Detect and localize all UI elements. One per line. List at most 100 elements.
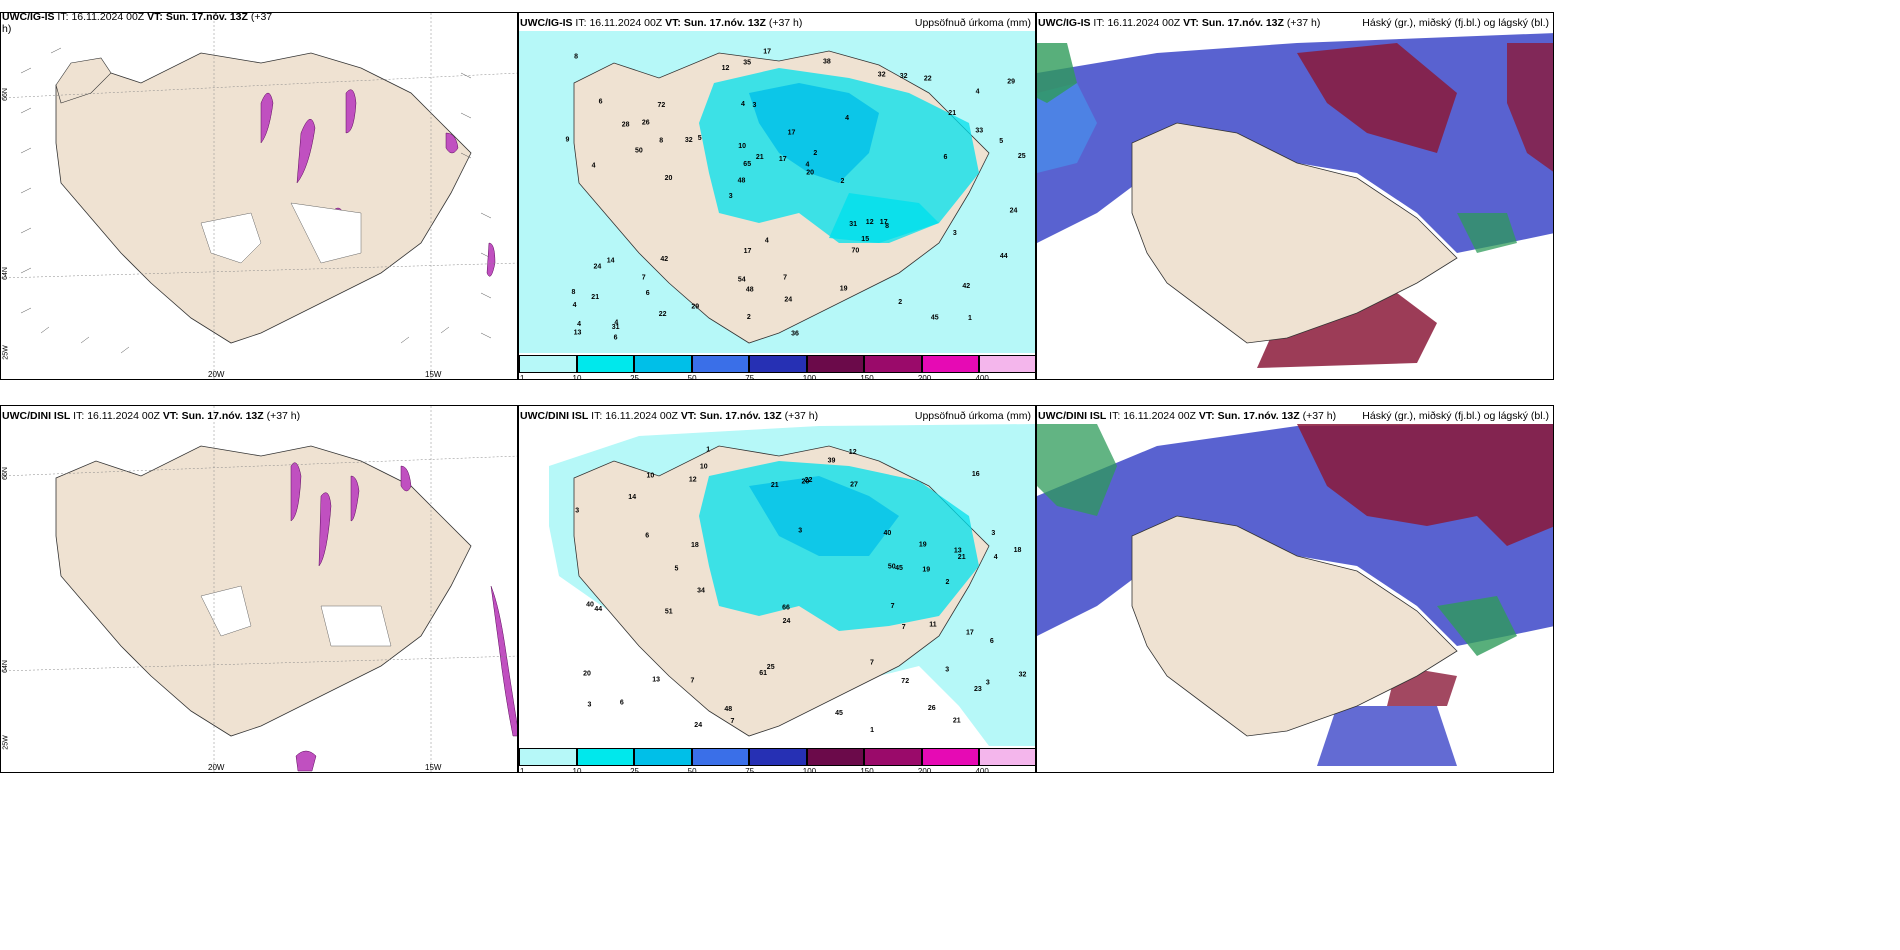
precip-value-label: 42 <box>660 256 668 263</box>
colorbar-bot: 1 10 25 50 75 100 150 200 400 <box>519 748 1035 772</box>
precip-value-label: 7 <box>870 659 874 666</box>
colorbar-tick-label: 100 <box>802 767 817 773</box>
precip-value-label: 65 <box>743 161 751 168</box>
colorbar-tick-label: 400 <box>975 767 989 773</box>
precip-value-label: 6 <box>620 700 624 707</box>
it-label: IT: <box>73 410 85 422</box>
precip-value-label: 42 <box>962 283 970 290</box>
precip-value-label: 45 <box>895 565 903 572</box>
lead-time: (+37 h) <box>266 410 301 422</box>
it-value: 16.11.2024 00Z <box>1123 410 1196 422</box>
precip-value-label: 70 <box>852 247 860 254</box>
precip-value-label: 19 <box>919 541 927 548</box>
precip-value-label: 4 <box>741 101 745 108</box>
precip-value-label: 4 <box>573 302 577 309</box>
precip-value-label: 72 <box>901 678 909 685</box>
colorbar-segment <box>864 748 922 766</box>
lead-time: (+37 h) <box>1286 17 1321 29</box>
colorbar-segment <box>749 355 807 373</box>
precip-value-label: 31 <box>849 221 857 228</box>
precip-value-label: 4 <box>976 88 980 95</box>
lon-label-15w: 15W <box>425 763 442 772</box>
colorbar-tick-label: 25 <box>630 374 640 380</box>
vt-label: VT: <box>147 12 163 23</box>
precip-value-label: 6 <box>645 532 649 539</box>
colorbar-tick-label: 25 <box>630 767 640 773</box>
precip-value-label: 44 <box>1000 253 1008 260</box>
precip-value-label: 6 <box>646 290 650 297</box>
precip-value-label: 18 <box>1014 547 1022 554</box>
precip-map-bot: 3333310137166432720142312252140444550486… <box>519 424 1035 746</box>
model-name: UWC/IG-IS <box>520 17 573 29</box>
precip-value-label: 48 <box>738 177 746 184</box>
model-name: UWC/IG-IS <box>2 12 55 23</box>
it-value: 16.11.2024 00Z <box>1107 17 1181 29</box>
wind-barb-map-top <box>1 13 517 379</box>
precip-value-label: 1 <box>968 315 972 322</box>
precip-value-label: 22 <box>659 311 667 318</box>
colorbar-tick-label: 200 <box>917 374 932 380</box>
vt-label: VT: <box>1183 17 1199 29</box>
precip-value-label: 4 <box>994 554 998 561</box>
vt-value: Sun. 17.nóv. 13Z <box>699 410 782 422</box>
precip-value-label: 4 <box>765 237 769 244</box>
precip-value-label: 32 <box>900 73 908 80</box>
panel-top-left: UWC/IG-IS IT: 16.11.2024 00Z VT: Sun. 17… <box>0 12 518 380</box>
precip-value-label: 10 <box>738 143 746 150</box>
precip-value-label: 21 <box>948 110 956 117</box>
colorbar-segment <box>806 355 865 373</box>
precip-value-label: 25 <box>767 664 775 671</box>
precip-value-label: 40 <box>586 602 594 609</box>
colorbar-tick-label: 200 <box>917 767 932 773</box>
vt-label: VT: <box>1198 410 1215 422</box>
precip-value-label: 48 <box>746 287 754 294</box>
it-label: IT: <box>1109 410 1121 422</box>
precip-value-label: 2 <box>747 314 751 321</box>
colorbar-segment <box>749 748 807 766</box>
precip-value-label: 51 <box>665 609 673 616</box>
colorbar-tick-label: 10 <box>572 767 582 773</box>
precip-value-label: 20 <box>665 175 673 182</box>
panel-title-top-right: UWC/IG-IS IT: 16.11.2024 00Z VT: Sun. 17… <box>1038 13 1320 33</box>
panel-bot-mid: UWC/DINI ISL IT: 16.11.2024 00Z VT: Sun.… <box>518 405 1036 773</box>
precip-value-label: 7 <box>642 274 646 281</box>
it-label: IT: <box>575 17 587 29</box>
precip-value-label: 9 <box>566 137 570 144</box>
precip-value-label: 17 <box>880 219 888 226</box>
precip-map-top: 1443444171454632863525313348546572324245… <box>519 31 1035 353</box>
colorbar-segment <box>921 748 980 766</box>
colorbar-segment <box>691 355 750 373</box>
colorbar-segment <box>921 355 980 373</box>
colorbar-tick-label: 400 <box>975 374 989 380</box>
precip-value-label: 13 <box>954 547 962 554</box>
colorbar-tick-label: 50 <box>687 374 697 380</box>
colorbar-tick-label: 1 <box>520 767 525 773</box>
cloud-map-bot <box>1037 424 1553 772</box>
precip-value-label: 11 <box>929 622 937 629</box>
precip-value-label: 17 <box>763 49 771 56</box>
precip-value-label: 10 <box>647 472 655 479</box>
lead-time-wrap: h) <box>2 23 12 35</box>
precip-value-label: 8 <box>659 138 663 145</box>
it-value: 16.11.2024 00Z <box>589 17 663 29</box>
precip-value-label: 6 <box>614 334 618 341</box>
precip-value-label: 24 <box>1010 208 1018 215</box>
lat-label-64n: 64N <box>1 660 9 673</box>
precip-value-label: 54 <box>738 277 746 284</box>
precip-value-label: 12 <box>866 219 874 226</box>
precip-value-label: 3 <box>575 508 579 515</box>
colorbar-segment <box>576 355 635 373</box>
colorbar-segments: 1 10 25 50 75 100 150 200 400 <box>519 748 1035 772</box>
precip-value-label: 3 <box>986 679 990 686</box>
model-name: UWC/DINI ISL <box>2 410 71 422</box>
precip-value-label: 29 <box>691 303 699 310</box>
precip-value-label: 3 <box>798 528 802 535</box>
it-value: 16.11.2024 00Z <box>71 12 145 23</box>
precip-value-label: 35 <box>743 60 751 67</box>
precip-value-label: 50 <box>888 563 896 570</box>
lead-time: (+37 h) <box>768 17 803 29</box>
colorbar-segment <box>519 748 577 766</box>
precip-value-label: 12 <box>689 476 697 483</box>
vt-value: Sun. 17.nóv. 13Z <box>1217 410 1300 422</box>
precip-value-label: 19 <box>840 286 848 293</box>
